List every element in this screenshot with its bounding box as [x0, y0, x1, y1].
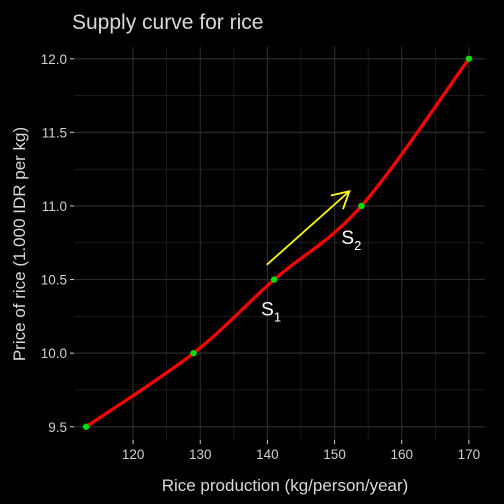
- x-tick-label: 170: [458, 447, 481, 462]
- data-point: [190, 349, 197, 357]
- x-tick-label: 120: [122, 447, 145, 462]
- data-point: [358, 202, 365, 210]
- curve-label-subscript: 1: [274, 310, 281, 325]
- y-axis: 9.5 10.0 10.5 11.0 11.5 12.0: [41, 52, 74, 435]
- chart-title: Supply curve for rice: [72, 11, 263, 34]
- y-tick-label: 10.0: [41, 346, 67, 361]
- curve-label-letter: S: [261, 300, 274, 321]
- y-tick-label: 11.0: [42, 199, 67, 214]
- x-axis-title: Rice production (kg/person/year): [162, 476, 409, 495]
- y-tick-label: 9.5: [48, 420, 67, 435]
- x-tick-label: 160: [390, 447, 413, 462]
- x-axis: 120 130 140 150 160 170: [122, 440, 480, 462]
- data-point: [82, 423, 90, 430]
- shift-arrow-shaft: [266, 190, 350, 266]
- curve-label-subscript: 2: [354, 238, 361, 253]
- curve-label-2: S2: [341, 228, 361, 253]
- curve-label-letter: S: [341, 228, 354, 249]
- x-tick-label: 150: [323, 447, 346, 462]
- y-tick-label: 12.0: [41, 52, 67, 67]
- panel-background: [74, 47, 485, 440]
- data-point: [270, 276, 278, 283]
- y-tick-label: 11.5: [42, 125, 67, 140]
- shift-arrow-head: [330, 189, 351, 210]
- y-tick-label: 10.5: [41, 273, 67, 288]
- curve-label-1: S1: [261, 300, 281, 325]
- x-tick-label: 130: [189, 447, 212, 462]
- data-point: [465, 55, 473, 62]
- y-axis-title: Price of rice (1.000 IDR per kg): [10, 127, 29, 361]
- x-tick-label: 140: [256, 447, 279, 462]
